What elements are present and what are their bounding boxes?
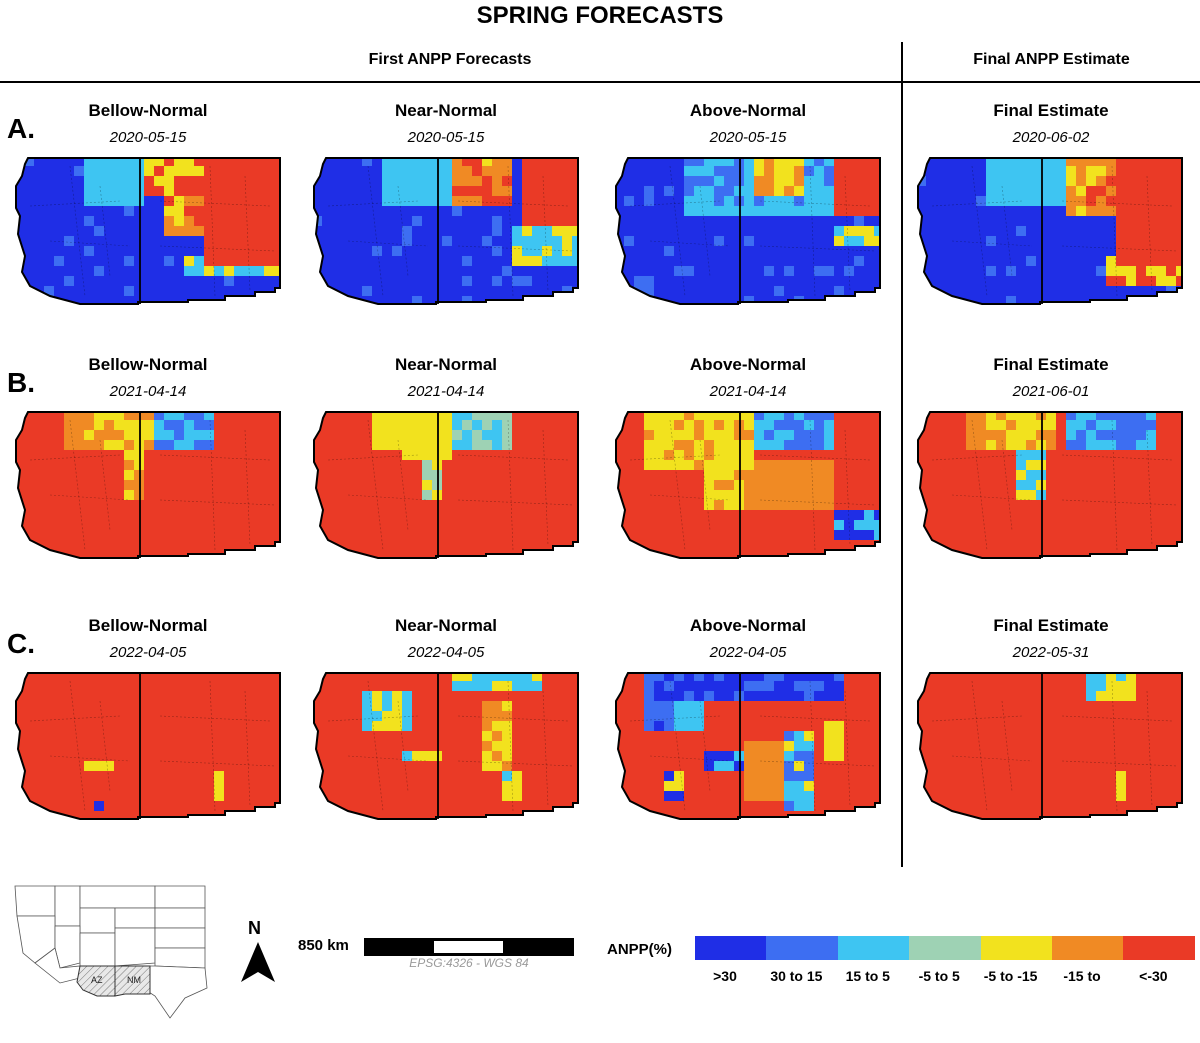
crs-label: EPSG:4326 - WGS 84 — [409, 956, 529, 970]
legend-class-label: -15 to — [1063, 968, 1101, 984]
panel-title: Above-Normal — [689, 101, 807, 120]
legend-swatch — [1052, 936, 1124, 960]
panel-date: 2021-06-01 — [1012, 383, 1090, 400]
final-estimate-header: Final ANPP Estimate — [973, 51, 1130, 68]
scale-label: 850 km — [298, 937, 349, 954]
panel-date: 2022-04-05 — [407, 644, 485, 661]
legend-swatch — [695, 936, 767, 960]
panel-date: 2020-05-15 — [109, 129, 187, 146]
legend-swatch — [909, 936, 981, 960]
anpp-map-B1 — [313, 411, 579, 559]
panel-date: 2022-04-05 — [709, 644, 787, 661]
legend-swatch — [980, 936, 1052, 960]
row-letter: A. — [7, 113, 35, 144]
panel-date: 2020-05-15 — [709, 129, 787, 146]
column-divider — [901, 42, 903, 867]
north-arrow-icon — [241, 942, 275, 982]
panel-title: Near-Normal — [394, 101, 498, 120]
anpp-map-B2 — [615, 411, 881, 559]
anpp-map-A3 — [917, 157, 1183, 305]
legend-swatch — [1123, 936, 1195, 960]
legend-class-label: <-30 — [1139, 968, 1168, 984]
panel-date: 2020-05-15 — [407, 129, 485, 146]
legend-class-label: >30 — [713, 968, 737, 984]
scale-bar — [364, 938, 574, 956]
az-label: AZ — [91, 975, 103, 985]
anpp-map-A1 — [313, 157, 579, 305]
legend-class-label: -5 to 5 — [918, 968, 960, 984]
inset-locator-map: AZ NM — [14, 885, 208, 1019]
anpp-map-C1 — [313, 672, 579, 820]
panel-title: Final Estimate — [993, 101, 1109, 120]
legend-title: ANPP(%) — [607, 941, 673, 958]
panel-title: Final Estimate — [993, 616, 1109, 635]
legend-class-label: 30 to 15 — [770, 968, 823, 984]
panel-title: Above-Normal — [689, 616, 807, 635]
panel-title: Near-Normal — [394, 616, 498, 635]
anpp-map-A0 — [15, 157, 281, 305]
panel-title: Bellow-Normal — [88, 616, 208, 635]
new-mexico-shape — [114, 965, 151, 997]
anpp-map-B0 — [15, 411, 281, 559]
legend-class-label: -5 to -15 — [983, 968, 1038, 984]
panel-date: 2021-04-14 — [709, 383, 787, 400]
panel-title: Bellow-Normal — [88, 355, 208, 374]
header-divider — [0, 81, 1200, 83]
anpp-map-B3 — [917, 411, 1183, 559]
anpp-map-C0 — [15, 672, 281, 820]
first-forecasts-header: First ANPP Forecasts — [368, 51, 532, 68]
panel-date: 2020-06-02 — [1012, 129, 1090, 146]
panel-date: 2022-04-05 — [109, 644, 187, 661]
legend-labels: >30 30 to 15 15 to 5 -5 to 5 -5 to -15 -15 to… — [689, 968, 1200, 988]
nm-label: NM — [127, 975, 141, 985]
panel-title: Near-Normal — [394, 355, 498, 374]
anpp-map-A2 — [615, 157, 881, 305]
anpp-map-C2 — [615, 672, 881, 820]
panel-title: Final Estimate — [993, 355, 1109, 374]
western-us-states — [14, 885, 208, 1019]
panel-title: Bellow-Normal — [88, 101, 208, 120]
panel-date: 2021-04-14 — [109, 383, 187, 400]
legend-swatch — [837, 936, 910, 960]
legend-swatch — [766, 936, 838, 960]
row-letter: C. — [7, 628, 35, 659]
panel-title: Above-Normal — [689, 355, 807, 374]
row-letter: B. — [7, 367, 35, 398]
legend-class-label: 15 to 5 — [845, 968, 890, 984]
panel-date: 2022-05-31 — [1012, 644, 1090, 661]
panel-date: 2021-04-14 — [407, 383, 485, 400]
figure-title: SPRING FORECASTS — [476, 2, 724, 29]
anpp-map-C3 — [917, 672, 1183, 820]
legend-color-bar — [695, 936, 1195, 960]
north-label: N — [248, 918, 261, 938]
